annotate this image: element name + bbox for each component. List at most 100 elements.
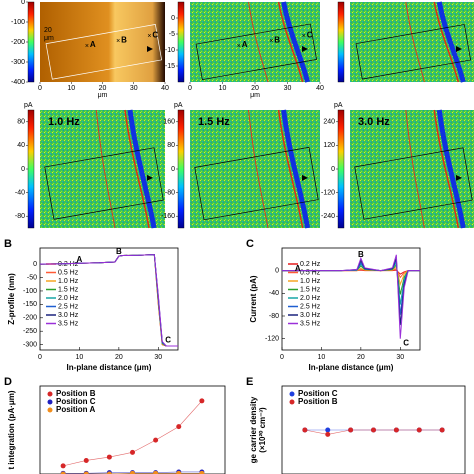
colorbar bbox=[177, 109, 185, 229]
x-unit: μm bbox=[98, 92, 108, 99]
legend-marker bbox=[47, 399, 53, 405]
colorbar-tick-label: 160 bbox=[163, 119, 175, 126]
colorbar-tick-label: -40 bbox=[15, 189, 25, 196]
x-tick-label: 30 bbox=[396, 354, 404, 361]
colorbar bbox=[177, 1, 185, 83]
colorbar-tick-label: -80 bbox=[15, 213, 25, 220]
series-line bbox=[282, 254, 420, 339]
colorbar-tick-label: 80 bbox=[17, 119, 25, 126]
x-tick-label: 0 bbox=[38, 354, 42, 361]
point-label: B bbox=[121, 35, 127, 44]
x-tick-label: 20 bbox=[357, 354, 365, 361]
frequency-label: 3.0 Hz bbox=[358, 116, 390, 128]
y-tick-label: -200 bbox=[23, 315, 37, 322]
annotation: C bbox=[165, 336, 171, 345]
x-tick-label: 20 bbox=[251, 85, 259, 92]
x-tick-label: 30 bbox=[154, 354, 162, 361]
colorbar-unit: pA bbox=[174, 102, 183, 109]
colorbar-unit: pA bbox=[24, 102, 33, 109]
step-line bbox=[248, 1, 269, 83]
x-tick-label: 0 bbox=[38, 85, 42, 92]
colorbar-tick-label: 240 bbox=[323, 119, 335, 126]
arrow bbox=[456, 46, 462, 52]
y-tick-label: -100 bbox=[23, 288, 37, 295]
colorbar-tick-label: 0 bbox=[171, 15, 175, 22]
annotation: B bbox=[358, 250, 364, 259]
colorbar-tick-label: -400 bbox=[11, 79, 25, 86]
legend-label: 1.5 Hz bbox=[58, 286, 79, 293]
afm-image bbox=[40, 2, 165, 82]
data-point bbox=[83, 471, 89, 474]
colorbar-tick-label: -300 bbox=[11, 59, 25, 66]
annotation: A bbox=[295, 264, 301, 273]
colorbar-tick-label: -10 bbox=[165, 47, 175, 54]
colorbar-tick-label: -120 bbox=[321, 189, 335, 196]
y-tick-label: -50 bbox=[27, 274, 37, 281]
panel-label: C bbox=[246, 238, 254, 250]
edge-band bbox=[277, 1, 304, 83]
colorbar-tick-label: -240 bbox=[321, 213, 335, 220]
x-tick-label: 10 bbox=[67, 85, 75, 92]
step-line bbox=[248, 109, 269, 229]
colorbar-tick-label: 0 bbox=[21, 0, 25, 6]
colorbar-unit: pA bbox=[334, 102, 343, 109]
point-label: B bbox=[274, 35, 280, 44]
annotation: B bbox=[116, 247, 122, 256]
panel-label: D bbox=[4, 376, 12, 388]
current-map bbox=[40, 110, 165, 228]
legend-label: 2.0 Hz bbox=[58, 295, 79, 302]
trend-line bbox=[63, 473, 202, 474]
arrow bbox=[147, 174, 153, 181]
point-marker: × bbox=[116, 38, 120, 45]
x-tick-label: 20 bbox=[99, 85, 107, 92]
annotation: C bbox=[403, 338, 409, 347]
legend-label: 0.2 Hz bbox=[300, 261, 321, 268]
panel-label: B bbox=[4, 238, 12, 250]
y-tick-label: 0 bbox=[275, 268, 279, 275]
frequency-label: 1.5 Hz bbox=[198, 116, 230, 128]
legend-label: 0.2 Hz bbox=[58, 261, 79, 268]
colorbar-tick-label: 120 bbox=[323, 142, 335, 149]
legend-label: 1.0 Hz bbox=[58, 278, 79, 285]
point-marker: × bbox=[269, 38, 273, 45]
colorbar-tick-label: 80 bbox=[167, 142, 175, 149]
x-tick-label: 40 bbox=[161, 85, 169, 92]
legend-label: 1.5 Hz bbox=[300, 286, 321, 293]
colorbar-tick-label: 0 bbox=[331, 166, 335, 173]
point-marker: × bbox=[302, 33, 306, 40]
panel-label: E bbox=[246, 376, 253, 388]
step-line bbox=[95, 109, 116, 229]
colorbar-tick-label: -15 bbox=[165, 63, 175, 70]
legend-label: Position C bbox=[56, 397, 96, 406]
legend-marker bbox=[47, 391, 53, 397]
plot-frame bbox=[281, 385, 466, 474]
scan-box bbox=[355, 24, 472, 80]
x-unit: μm bbox=[250, 92, 260, 99]
y-axis-unit: (×10²⁰ cm⁻³) bbox=[258, 407, 267, 453]
arrow bbox=[147, 46, 153, 52]
colorbar-tick-label: -5 bbox=[169, 31, 175, 38]
trend-line bbox=[63, 400, 203, 467]
x-tick-label: 30 bbox=[130, 85, 138, 92]
legend-label: 0.5 Hz bbox=[300, 269, 321, 276]
step-line bbox=[405, 1, 425, 83]
y-axis-title: ge carrier density bbox=[249, 396, 258, 463]
arrow bbox=[302, 46, 308, 52]
y-tick-label: -150 bbox=[23, 301, 37, 308]
edge-band bbox=[433, 109, 460, 229]
colorbar bbox=[27, 1, 35, 83]
scan-box bbox=[195, 23, 317, 80]
legend-label: 2.0 Hz bbox=[300, 295, 321, 302]
data-point bbox=[60, 471, 66, 474]
legend-label: 0.5 Hz bbox=[58, 269, 79, 276]
edge-band bbox=[281, 1, 311, 83]
x-tick-label: 20 bbox=[115, 354, 123, 361]
y-tick-label: -80 bbox=[269, 313, 279, 320]
legend-marker bbox=[289, 391, 295, 397]
plot-frame bbox=[39, 247, 179, 351]
point-label: C bbox=[152, 31, 158, 40]
edge-band bbox=[433, 1, 460, 83]
colorbar-tick-label: -80 bbox=[165, 189, 175, 196]
y-tick-label: -120 bbox=[265, 336, 279, 343]
